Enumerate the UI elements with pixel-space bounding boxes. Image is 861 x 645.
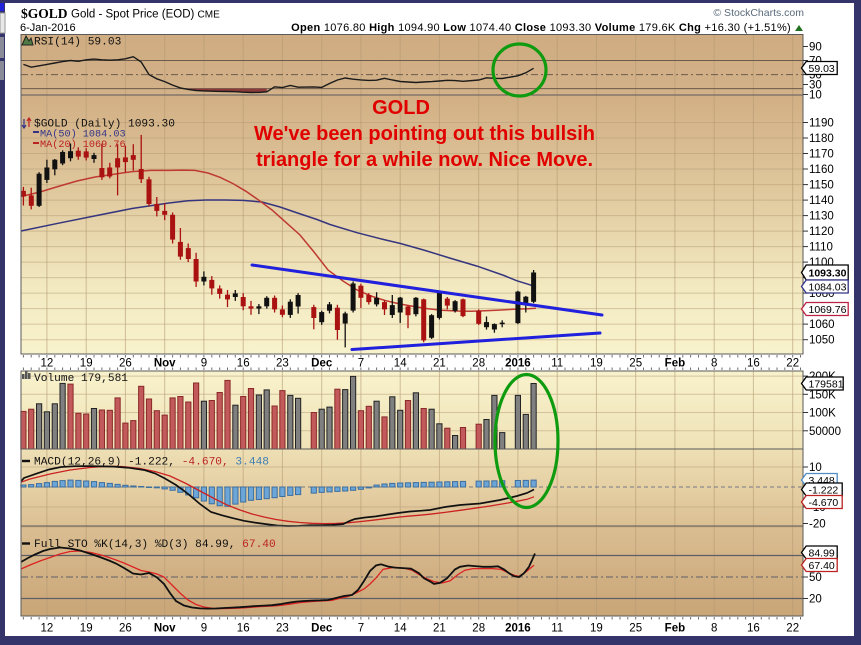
svg-text:11: 11 [551,623,563,635]
svg-text:1170: 1170 [809,149,834,161]
svg-text:Gold - Spot Price (EOD) CME: Gold - Spot Price (EOD) CME [71,9,220,21]
svg-text:8: 8 [711,358,717,370]
svg-text:Open 1076.80 High 1094.90 Low: Open 1076.80 High 1094.90 Low 1074.40 Cl… [291,22,791,34]
svg-text:19: 19 [590,358,603,370]
svg-text:1150: 1150 [809,180,834,192]
svg-text:2016: 2016 [505,358,531,370]
svg-text:28: 28 [472,358,485,370]
svg-text:Dec: Dec [311,358,333,370]
svg-text:triangle for a while now. Nice: triangle for a while now. Nice Move. [256,149,593,171]
svg-text:1160: 1160 [809,164,834,176]
svg-text:30: 30 [809,80,822,92]
svg-text:GOLD: GOLD [372,97,430,119]
svg-text:22: 22 [786,358,799,370]
svg-text:7: 7 [358,358,364,370]
svg-text:1060: 1060 [809,319,835,331]
svg-text:1110: 1110 [809,242,833,254]
svg-text:1120: 1120 [809,226,834,238]
svg-text:Nov: Nov [154,623,176,635]
svg-text:Nov: Nov [154,358,176,370]
svg-text:16: 16 [747,623,760,635]
svg-text:25: 25 [629,623,642,635]
svg-text:19: 19 [80,358,93,370]
svg-text:84.99: 84.99 [809,547,835,559]
svg-text:1069.76: 1069.76 [809,304,847,316]
svg-text:26: 26 [119,358,132,370]
svg-text:10: 10 [809,462,822,474]
svg-text:150K: 150K [809,389,836,401]
svg-text:67.40: 67.40 [809,560,835,572]
svg-text:9: 9 [201,623,207,635]
svg-text:11: 11 [551,358,563,370]
svg-text:MA(50) 1084.03: MA(50) 1084.03 [40,129,126,141]
svg-text:20: 20 [809,594,822,606]
svg-text:9: 9 [201,358,207,370]
svg-text:14: 14 [394,623,407,635]
svg-text:1093.30: 1093.30 [809,267,847,279]
svg-text:Feb: Feb [665,623,685,635]
svg-text:25: 25 [629,358,642,370]
svg-text:14: 14 [394,358,407,370]
svg-text:26: 26 [119,623,132,635]
svg-text:$GOLD: $GOLD [21,6,68,21]
svg-text:28: 28 [472,623,485,635]
svg-text:90: 90 [809,42,822,54]
svg-text:We've been pointing out this b: We've been pointing out this bullsih [254,123,595,145]
svg-text:Full STO %K(14,3) %D(3) 84.99,: Full STO %K(14,3) %D(3) 84.99, 67.40 [34,539,276,551]
svg-text:50: 50 [809,572,822,584]
svg-text:Dec: Dec [311,623,333,635]
svg-text:$GOLD (Daily) 1093.30: $GOLD (Daily) 1093.30 [34,119,175,131]
svg-text:50000: 50000 [809,426,841,438]
svg-text:MACD(12,26,9) -1.222, -4.670,: MACD(12,26,9) -1.222, -4.670, 3.448 [34,457,269,469]
svg-text:16: 16 [237,358,250,370]
svg-text:6-Jan-2016: 6-Jan-2016 [20,22,76,34]
svg-text:23: 23 [276,358,289,370]
svg-text:-1.222: -1.222 [809,484,839,496]
svg-text:16: 16 [237,623,250,635]
svg-text:2016: 2016 [505,623,531,635]
svg-text:179581: 179581 [809,378,844,390]
svg-text:19: 19 [80,623,93,635]
svg-text:8: 8 [711,623,717,635]
svg-text:MA(20) 1069.76: MA(20) 1069.76 [40,139,126,151]
svg-text:1180: 1180 [809,133,834,145]
svg-text:Volume 179,581: Volume 179,581 [34,373,128,385]
svg-text:1084.03: 1084.03 [809,281,847,293]
svg-text:12: 12 [41,358,54,370]
svg-text:1050: 1050 [809,335,835,347]
svg-text:21: 21 [433,358,446,370]
svg-text:10: 10 [809,90,822,102]
svg-text:© StockCharts.com: © StockCharts.com [713,7,804,19]
svg-text:12: 12 [41,623,54,635]
svg-text:1140: 1140 [809,195,834,207]
svg-text:21: 21 [433,623,446,635]
svg-text:-4.670: -4.670 [809,497,839,509]
svg-text:-20: -20 [809,519,826,531]
svg-text:59.03: 59.03 [809,63,835,75]
svg-text:23: 23 [276,623,289,635]
svg-text:7: 7 [358,623,364,635]
svg-text:RSI(14) 59.03: RSI(14) 59.03 [34,37,121,49]
svg-text:1190: 1190 [809,118,834,130]
svg-text:1130: 1130 [809,211,834,223]
svg-text:22: 22 [786,623,799,635]
svg-text:Feb: Feb [665,358,685,370]
svg-text:100K: 100K [809,408,836,420]
svg-text:19: 19 [590,623,603,635]
svg-text:16: 16 [747,358,760,370]
